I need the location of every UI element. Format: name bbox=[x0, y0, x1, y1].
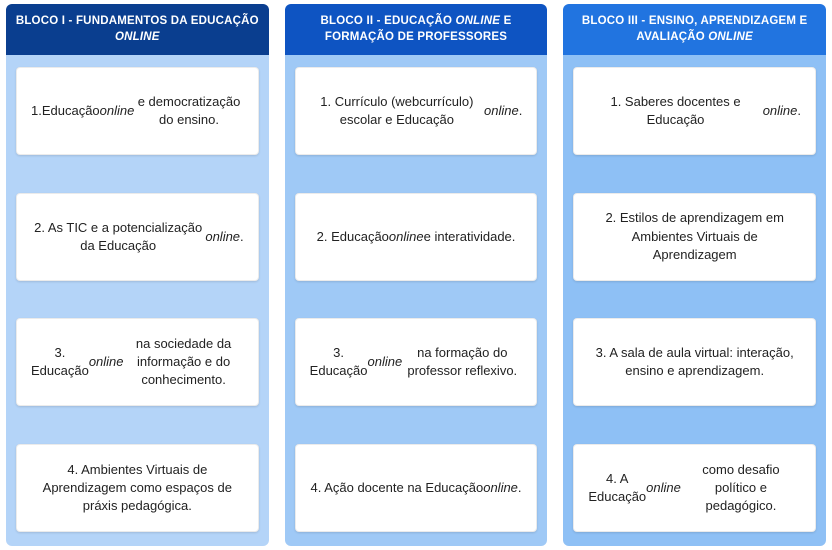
column-bloco-1: BLOCO I - FUNDAMENTOS DA EDUCAÇÃO ONLINE… bbox=[6, 4, 269, 546]
item-card: 2. As TIC e a potencialização da Educaçã… bbox=[16, 193, 259, 281]
columns-container: BLOCO I - FUNDAMENTOS DA EDUCAÇÃO ONLINE… bbox=[0, 0, 832, 550]
item-card: 1.Educação online e democratização do en… bbox=[16, 67, 259, 155]
item-card: 4. Ação docente na Educação online. bbox=[295, 444, 538, 532]
item-card: 2. Estilos de aprendizagem em Ambientes … bbox=[573, 193, 816, 281]
item-card: 4. Ambientes Virtuais de Aprendizagem co… bbox=[16, 444, 259, 532]
item-card: 1. Currículo (webcurrículo) escolar e Ed… bbox=[295, 67, 538, 155]
item-card: 3. A sala de aula virtual: interação, en… bbox=[573, 318, 816, 406]
column-body: 1. Currículo (webcurrículo) escolar e Ed… bbox=[285, 55, 548, 546]
item-card: 4. A Educaçãoonlinecomo desafio político… bbox=[573, 444, 816, 532]
column-bloco-2: BLOCO II - EDUCAÇÃO ONLINE E FORMAÇÃO DE… bbox=[285, 4, 548, 546]
column-header: BLOCO III - ENSINO, APRENDIZAGEM E AVALI… bbox=[563, 4, 826, 55]
column-body: 1.Educação online e democratização do en… bbox=[6, 55, 269, 546]
item-card: 3. Educação online na formação do profes… bbox=[295, 318, 538, 406]
item-card: 1. Saberes docentes e Educaçãoonline. bbox=[573, 67, 816, 155]
item-card: 2. Educação online e interatividade. bbox=[295, 193, 538, 281]
column-header: BLOCO I - FUNDAMENTOS DA EDUCAÇÃO ONLINE bbox=[6, 4, 269, 55]
column-header: BLOCO II - EDUCAÇÃO ONLINE E FORMAÇÃO DE… bbox=[285, 4, 548, 55]
column-body: 1. Saberes docentes e Educaçãoonline. 2.… bbox=[563, 55, 826, 546]
column-bloco-3: BLOCO III - ENSINO, APRENDIZAGEM E AVALI… bbox=[563, 4, 826, 546]
item-card: 3. Educação online na sociedade da infor… bbox=[16, 318, 259, 406]
